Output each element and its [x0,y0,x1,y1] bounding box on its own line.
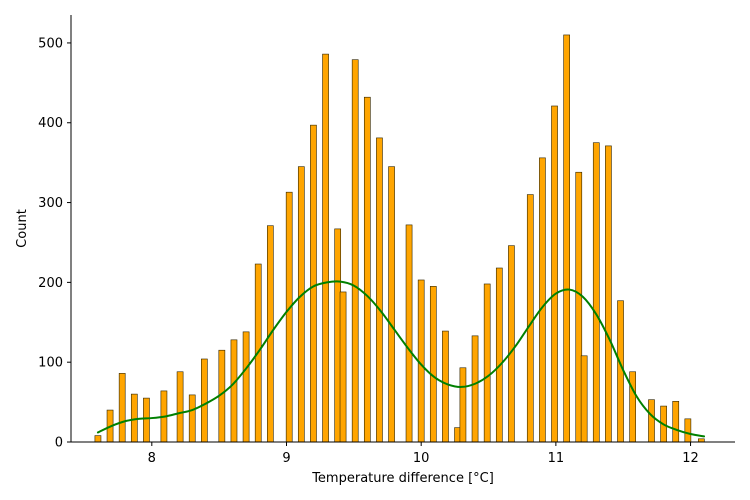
y-tick-label: 500 [38,36,63,51]
histogram-bar [629,371,636,443]
histogram-bar [580,355,588,443]
x-tick-label: 9 [282,451,290,466]
histogram-bar [429,286,437,443]
histogram-bar [351,59,359,443]
axes [70,15,735,443]
histogram-bar [508,245,515,443]
x-tick-label: 11 [548,451,565,466]
y-tick-label: 400 [38,116,63,131]
histogram-bar [684,418,692,443]
histogram-bar [201,358,208,443]
histogram-bar [459,367,467,443]
histogram-bar [376,137,383,443]
histogram-bars [94,34,705,443]
histogram-bar [242,331,250,443]
histogram-bar [442,330,449,443]
y-tick-label: 300 [38,196,63,211]
y-tick-label: 100 [38,356,63,371]
histogram-bar [617,300,624,443]
density-curve [96,280,706,438]
histogram-bar [310,124,317,443]
histogram-bar [339,291,347,443]
histogram-bar [495,267,503,443]
y-axis-title: Count [15,209,30,248]
histogram-bar [672,400,680,443]
histogram-bar [592,142,600,443]
histogram-bar [94,435,102,443]
x-tick-label: 8 [148,451,156,466]
histogram-bar [526,194,534,443]
y-tick-label: 0 [55,436,63,451]
histogram-bar [363,96,371,443]
y-tick-label: 200 [38,276,63,291]
histogram-bar [388,166,395,443]
y-axis-ticks: 0 100 200 300 400 500 [38,36,71,451]
histogram-bar [483,283,491,443]
histogram-bar [230,339,238,443]
histogram-bar [539,157,546,443]
histogram-bar [471,335,479,443]
histogram-bar [648,399,655,443]
x-tick-label: 12 [682,451,699,466]
x-tick-label: 10 [413,451,430,466]
histogram-bar [143,397,150,443]
histogram-bar [563,34,570,443]
histogram-bar [297,166,305,443]
histogram-bar [188,394,196,443]
histogram-bar [322,53,329,443]
histogram-bar [176,371,184,443]
histogram-bar [605,145,612,443]
x-axis-title: Temperature difference [°C] [311,471,494,486]
histogram-bar [130,393,138,443]
histogram-bar [285,191,293,443]
histogram-bar [118,373,126,443]
x-axis-ticks: 8 9 10 11 12 [148,442,699,466]
histogram-bar [551,105,558,443]
histogram-bar [405,224,413,443]
density-curve-layer [96,280,706,438]
